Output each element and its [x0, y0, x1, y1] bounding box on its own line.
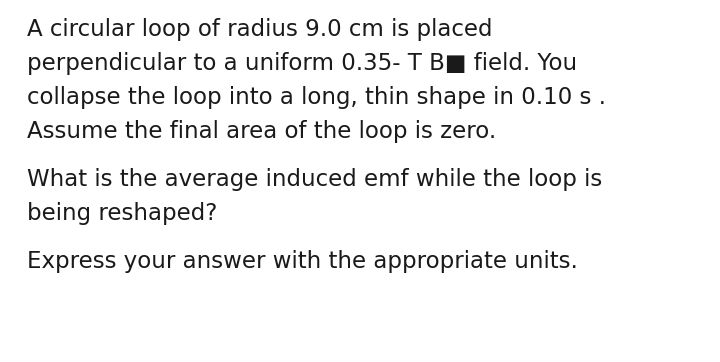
- Text: perpendicular to a uniform 0.35- T B■ field. You: perpendicular to a uniform 0.35- T B■ fi…: [27, 52, 577, 75]
- Text: What is the average induced emf while the loop is: What is the average induced emf while th…: [27, 168, 602, 191]
- Text: being reshaped?: being reshaped?: [27, 202, 217, 225]
- Text: Express your answer with the appropriate units.: Express your answer with the appropriate…: [27, 250, 578, 273]
- Text: collapse the loop into a long, thin shape in 0.10 s .: collapse the loop into a long, thin shap…: [27, 86, 606, 109]
- Text: A circular loop of radius 9.0 cm is placed: A circular loop of radius 9.0 cm is plac…: [27, 18, 492, 41]
- Text: Assume the final area of the loop is zero.: Assume the final area of the loop is zer…: [27, 120, 496, 143]
